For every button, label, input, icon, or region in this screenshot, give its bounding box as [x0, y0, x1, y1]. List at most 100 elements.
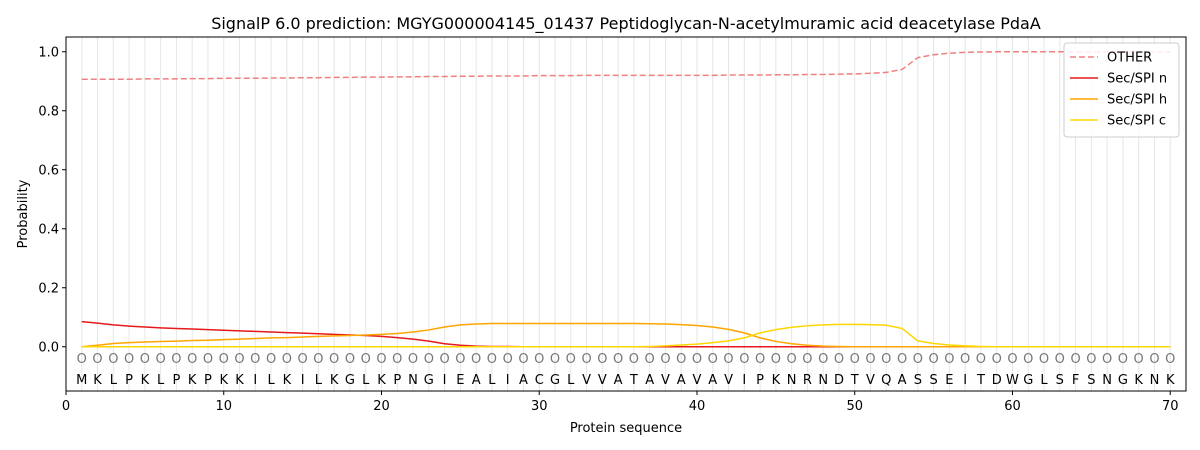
residue-label: K: [330, 373, 339, 388]
predicted-label-marker: O: [960, 352, 970, 367]
legend-label: Sec/SPI h: [1107, 93, 1167, 108]
predicted-label-marker: O: [692, 352, 702, 367]
predicted-label-marker: O: [739, 352, 749, 367]
residue-label: I: [963, 373, 967, 388]
y-tick-label: 0.8: [38, 104, 59, 119]
residue-label: N: [1102, 373, 1112, 388]
predicted-label-marker: O: [313, 352, 323, 367]
predicted-label-marker: O: [187, 352, 197, 367]
predicted-label-marker: O: [171, 352, 181, 367]
residue-label: I: [443, 373, 447, 388]
predicted-label-marker: O: [518, 352, 528, 367]
predicted-label-marker: O: [645, 352, 655, 367]
residue-label: S: [914, 373, 922, 388]
residue-label: A: [645, 373, 654, 388]
residue-label: P: [125, 373, 133, 388]
residue-label: K: [283, 373, 292, 388]
residue-label: K: [141, 373, 150, 388]
predicted-label-marker: O: [329, 352, 339, 367]
predicted-label-marker: O: [944, 352, 954, 367]
predicted-label-marker: O: [503, 352, 513, 367]
predicted-label-marker: O: [787, 352, 797, 367]
predicted-label-marker: O: [203, 352, 213, 367]
y-axis-ticks: 0.0 0.2 0.4 0.6 0.8 1.0: [38, 45, 66, 355]
residue-label: K: [377, 373, 386, 388]
residue-label: V: [598, 373, 607, 388]
y-tick-label: 1.0: [38, 45, 59, 60]
predicted-label-marker: O: [1007, 352, 1017, 367]
predicted-label-marker: O: [124, 352, 134, 367]
residue-label: L: [267, 373, 275, 388]
predicted-label-marker: O: [439, 352, 449, 367]
predicted-label-marker: O: [455, 352, 465, 367]
predicted-label-marker: O: [676, 352, 686, 367]
series-layer: [81, 51, 1171, 348]
residue-label: E: [945, 373, 953, 388]
predicted-label-marker: O: [92, 352, 102, 367]
residue-label: T: [629, 373, 638, 388]
residue-label: P: [756, 373, 764, 388]
residue-label: K: [219, 373, 228, 388]
predicted-label-marker: O: [471, 352, 481, 367]
residue-label: G: [550, 373, 560, 388]
predicted-label-marker: O: [1039, 352, 1049, 367]
y-tick-label: 0.2: [38, 281, 59, 296]
residue-label: N: [1150, 373, 1160, 388]
x-tick-label: 40: [689, 399, 706, 414]
predicted-label-marker: O: [534, 352, 544, 367]
predicted-label-marker: O: [834, 352, 844, 367]
predicted-label-marker: O: [234, 352, 244, 367]
predicted-label-marker: O: [818, 352, 828, 367]
predicted-label-marker: O: [550, 352, 560, 367]
x-tick-label: 10: [215, 399, 232, 414]
predicted-label-marker: O: [629, 352, 639, 367]
predicted-label-marker: O: [219, 352, 229, 367]
predicted-label-marker: O: [361, 352, 371, 367]
residue-label: I: [742, 373, 746, 388]
residue-label: L: [362, 373, 370, 388]
residue-label: E: [456, 373, 464, 388]
predicted-label-marker: O: [1070, 352, 1080, 367]
predicted-label-marker: O: [250, 352, 260, 367]
legend-label: OTHER: [1107, 51, 1152, 66]
residue-label: K: [772, 373, 781, 388]
residue-label: P: [393, 373, 401, 388]
residue-label: I: [301, 373, 305, 388]
residue-label: A: [898, 373, 907, 388]
residue-label: S: [929, 373, 937, 388]
predicted-label-marker: O: [1023, 352, 1033, 367]
predicted-label-marker: O: [1055, 352, 1065, 367]
series-line-sec-spi-h: [81, 322, 1171, 348]
predicted-label-marker: O: [77, 352, 87, 367]
residue-label: M: [76, 373, 87, 388]
predicted-label-marker: O: [850, 352, 860, 367]
residue-label: D: [834, 373, 844, 388]
residue-label: T: [850, 373, 859, 388]
x-tick-label: 30: [531, 399, 548, 414]
chart-title: SignalP 6.0 prediction: MGYG000004145_01…: [211, 14, 1041, 34]
predicted-label-marker: O: [755, 352, 765, 367]
predicted-label-marker: O: [881, 352, 891, 367]
predicted-label-marker: O: [802, 352, 812, 367]
residue-label: V: [724, 373, 733, 388]
predicted-label-marker: O: [1165, 352, 1175, 367]
predicted-label-marker: O: [376, 352, 386, 367]
x-tick-label: 70: [1162, 399, 1179, 414]
predicted-label-marker: O: [660, 352, 670, 367]
predicted-label-marker: O: [1102, 352, 1112, 367]
residue-label: I: [253, 373, 257, 388]
residue-label: Q: [881, 373, 891, 388]
residue-label: P: [204, 373, 212, 388]
predicted-label-marker: O: [865, 352, 875, 367]
predicted-label-marker: O: [581, 352, 591, 367]
predicted-label-marker: O: [1134, 352, 1144, 367]
residue-label: C: [535, 373, 544, 388]
residue-label: A: [708, 373, 717, 388]
residue-label: D: [992, 373, 1002, 388]
residue-label: A: [472, 373, 481, 388]
residue-label: L: [157, 373, 165, 388]
y-tick-label: 0.6: [38, 163, 59, 178]
residue-label: T: [976, 373, 985, 388]
residue-label: G: [424, 373, 434, 388]
